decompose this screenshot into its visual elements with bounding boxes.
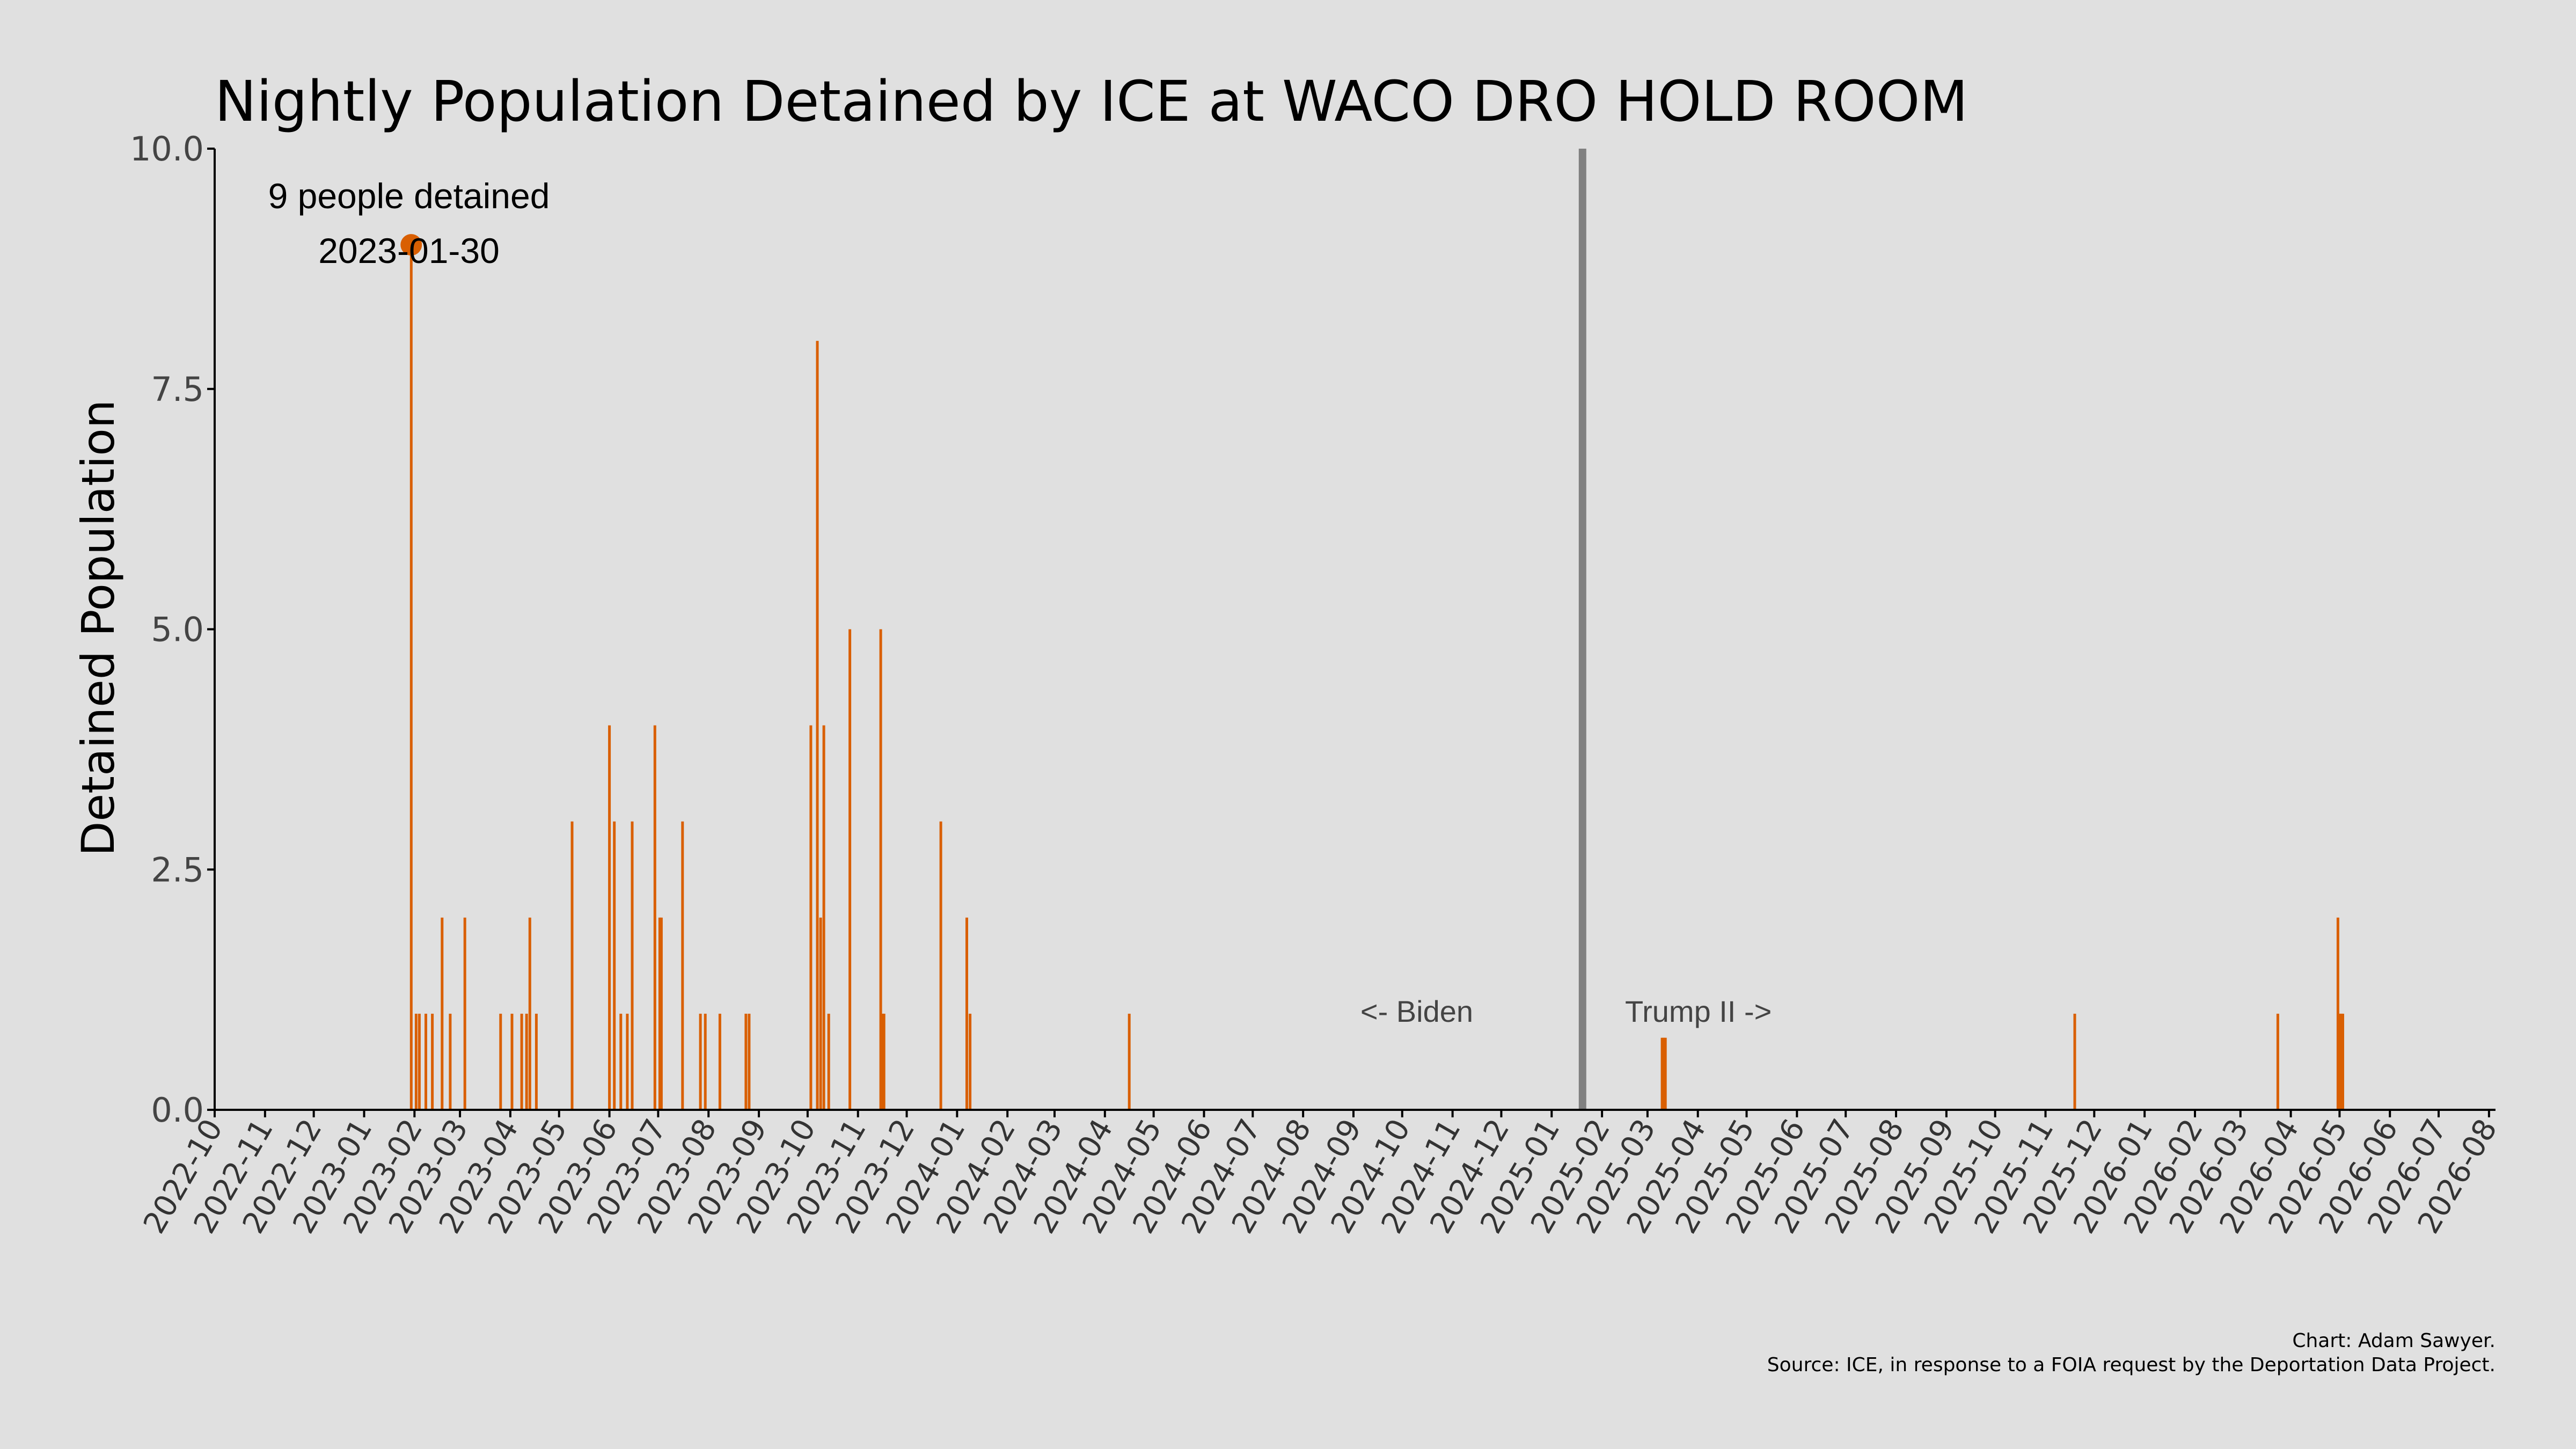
bar — [463, 917, 466, 1110]
bar — [449, 1013, 452, 1110]
bar — [570, 821, 574, 1110]
bar — [718, 1013, 721, 1110]
bar — [653, 725, 656, 1110]
bar — [822, 725, 825, 1110]
bar — [816, 341, 819, 1110]
y-ticks: 0.0 2.5 5.0 7.5 10.0 — [130, 129, 215, 1130]
axes — [214, 149, 2496, 1111]
bar — [528, 917, 531, 1110]
y-axis-label: Detained Population — [72, 400, 125, 856]
bar — [819, 917, 822, 1110]
bar — [969, 1013, 972, 1110]
bar — [658, 917, 661, 1110]
y-tick-label: 7.5 — [151, 370, 204, 409]
credit-source: Source: ICE, in response to a FOIA reque… — [1767, 1354, 2496, 1376]
bar — [699, 1013, 702, 1110]
bar — [613, 821, 616, 1110]
bar — [631, 821, 634, 1110]
bar — [510, 1013, 514, 1110]
peak-annotation-count: 9 people detained — [268, 176, 550, 216]
y-tick-label: 10.0 — [130, 129, 204, 169]
bar — [2341, 1013, 2344, 1110]
bar — [2276, 1013, 2279, 1110]
bar — [441, 917, 444, 1110]
bar — [525, 1013, 528, 1110]
bar — [409, 245, 413, 1110]
bar — [2339, 1013, 2343, 1110]
y-tick-label: 0.0 — [151, 1091, 204, 1130]
bar — [418, 1013, 421, 1110]
chart-title: Nightly Population Detained by ICE at WA… — [215, 69, 1968, 134]
trump-label: Trump II -> — [1625, 994, 1772, 1028]
bar — [881, 1013, 884, 1110]
bar — [425, 1013, 427, 1110]
bar — [965, 917, 968, 1110]
bar — [1664, 1037, 1667, 1110]
bar — [520, 1013, 523, 1110]
bar — [1660, 1037, 1664, 1110]
bar — [2338, 1013, 2341, 1110]
bar — [882, 1013, 885, 1110]
bar — [2336, 917, 2339, 1110]
y-tick-label: 2.5 — [151, 850, 204, 889]
bar — [879, 629, 882, 1110]
y-tick-label: 5.0 — [151, 610, 204, 649]
bar — [535, 1013, 538, 1110]
peak-annotation-date: 2023-01-30 — [318, 231, 500, 270]
biden-label: <- Biden — [1360, 994, 1473, 1028]
credit-author: Chart: Adam Sawyer. — [2292, 1330, 2496, 1352]
peak-marker — [400, 234, 422, 256]
bar — [626, 1013, 629, 1110]
bar — [1662, 1037, 1665, 1110]
bar — [704, 1013, 707, 1110]
bar — [744, 1013, 748, 1110]
bar — [660, 917, 663, 1110]
bars — [409, 245, 2344, 1110]
bar — [414, 1013, 418, 1110]
bar — [431, 1013, 434, 1110]
bar — [608, 725, 611, 1110]
bar — [827, 1013, 830, 1110]
bar — [848, 629, 852, 1110]
bar — [1128, 1013, 1131, 1110]
bar — [748, 1013, 751, 1110]
bar — [499, 1013, 502, 1110]
bar — [939, 821, 942, 1110]
bar — [2073, 1013, 2076, 1110]
bar — [681, 821, 684, 1110]
x-ticks: 2022-102022-112022-122023-012023-022023-… — [137, 1110, 2504, 1240]
bar — [809, 725, 813, 1110]
bar — [619, 1013, 623, 1110]
